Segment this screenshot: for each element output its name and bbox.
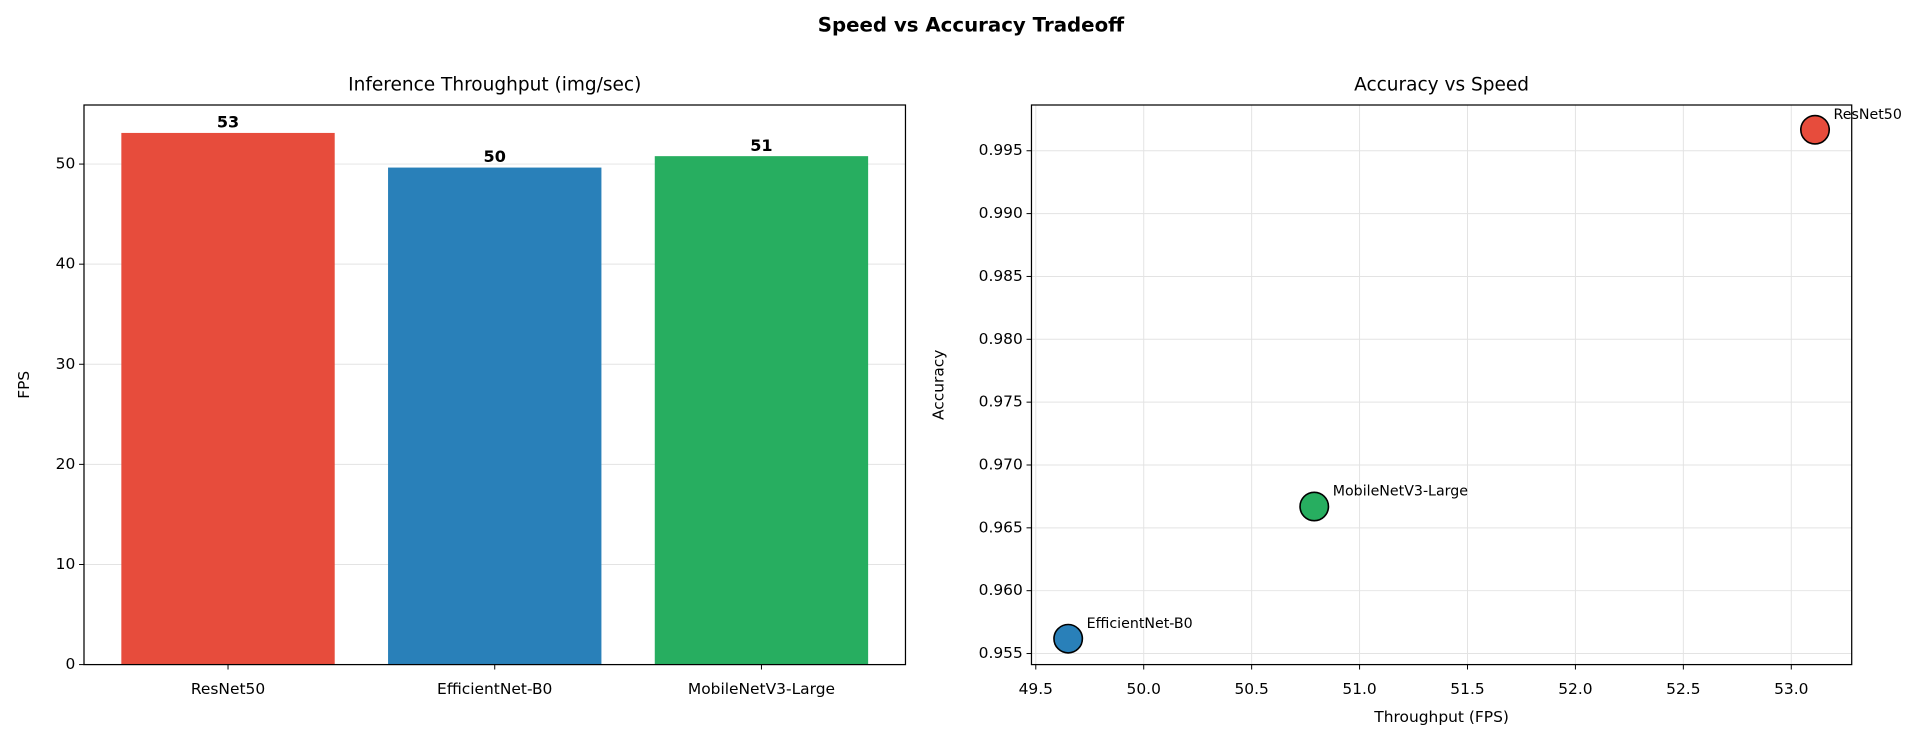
y-axis-label: Accuracy <box>929 350 947 420</box>
value-label: 53 <box>217 113 239 132</box>
y-tick-label: 0 <box>66 655 76 673</box>
y-tick-label: 20 <box>56 455 76 473</box>
y-tick-label: 0.990 <box>979 204 1023 222</box>
canvas: Speed vs Accuracy Tradeoff 0 10 20 30 40 50 53… <box>15 13 1902 726</box>
x-tick-label: EfficientNet-B0 <box>437 680 552 698</box>
y-tick-label: 0.975 <box>979 393 1023 411</box>
y-tick-label: 0.955 <box>979 644 1023 662</box>
y-tick-label: 40 <box>56 255 76 273</box>
point <box>1800 114 1831 145</box>
value-label: 51 <box>750 136 772 155</box>
y-tick-label: 30 <box>56 355 76 373</box>
y-tick-label: 0.995 <box>979 141 1023 159</box>
x-tick-label: 52.0 <box>1558 680 1592 698</box>
x-tick-label: 52.5 <box>1666 680 1700 698</box>
x-tick-label: 51.5 <box>1450 680 1484 698</box>
x-tick-label: 53.0 <box>1774 680 1808 698</box>
bar <box>388 167 602 665</box>
x-tick-label: 49.5 <box>1019 680 1053 698</box>
y-tick-label: 10 <box>56 555 76 573</box>
y-axis-label: FPS <box>15 371 33 399</box>
y-tick-label: 0.985 <box>979 267 1023 285</box>
axes-title: Inference Throughput (img/sec) <box>348 75 641 96</box>
point-label: MobileNetV3-Large <box>1333 484 1468 500</box>
point <box>1299 491 1330 522</box>
axes-title: Accuracy vs Speed <box>1354 75 1529 96</box>
point-label: EfficientNet-B0 <box>1087 616 1193 632</box>
x-tick-label: 50.5 <box>1234 680 1268 698</box>
y-tick-label: 0.965 <box>979 518 1023 536</box>
y-tick-label: 50 <box>56 155 76 173</box>
y-tick-label: 0.970 <box>979 455 1023 473</box>
x-tick-label: 50.0 <box>1127 680 1161 698</box>
point <box>1053 623 1084 654</box>
bar <box>654 156 869 665</box>
x-tick-label: MobileNetV3-Large <box>688 680 835 698</box>
x-axis-label: Throughput (FPS) <box>1373 708 1509 726</box>
value-label: 50 <box>484 147 506 166</box>
point-label: ResNet50 <box>1834 107 1902 123</box>
figure-title: Speed vs Accuracy Tradeoff <box>818 13 1125 36</box>
y-tick-label: 0.980 <box>979 330 1023 348</box>
y-tick-label: 0.960 <box>979 581 1023 599</box>
bar <box>121 132 335 665</box>
axes-frame <box>83 104 907 666</box>
x-tick-label: 51.0 <box>1342 680 1376 698</box>
x-tick-label: ResNet50 <box>191 680 265 698</box>
axes-frame <box>1030 104 1853 666</box>
